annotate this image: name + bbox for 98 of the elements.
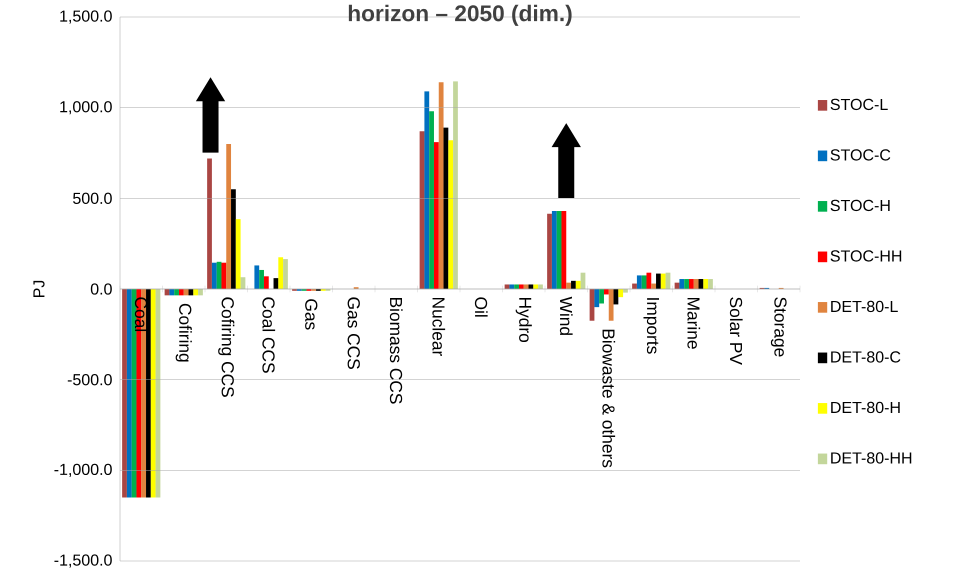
bar	[226, 144, 232, 289]
x-tick-label: Gas CCS	[348, 297, 360, 369]
bar	[642, 275, 646, 289]
bar	[688, 279, 694, 289]
x-tick-label: Marine	[687, 298, 700, 349]
bar	[212, 262, 217, 289]
bar	[150, 289, 156, 498]
bar	[703, 279, 708, 289]
bar	[207, 158, 212, 289]
legend-label: DET-80-HH	[831, 452, 912, 464]
bar	[438, 82, 444, 289]
bar	[599, 289, 604, 304]
bar	[656, 274, 661, 289]
x-tick-label: Biowaste & others	[602, 330, 616, 468]
x-tick-label: Wind	[560, 296, 573, 335]
bar	[514, 284, 519, 289]
bar	[259, 270, 264, 289]
bar	[528, 284, 534, 289]
x-tick-label: Gas	[305, 299, 318, 330]
y-tick-label: 1,000.0	[60, 101, 112, 114]
y-tick-label: -1,000.0	[54, 464, 112, 477]
bar	[694, 279, 699, 289]
x-tick-label: Hydro	[516, 298, 532, 342]
bar	[556, 211, 562, 289]
y-tick-label: -500.0	[68, 374, 112, 386]
bar	[283, 259, 288, 289]
bar	[632, 284, 637, 289]
bar	[614, 289, 618, 304]
bar	[518, 284, 524, 289]
x-tick-label: Oil	[474, 297, 488, 317]
y-tick-label: 500.0	[73, 192, 112, 204]
legend-label: STOC-HH	[830, 250, 902, 262]
bar	[504, 284, 510, 289]
bar	[666, 272, 670, 289]
bar	[580, 272, 586, 289]
bar	[278, 257, 284, 289]
bar	[264, 276, 269, 289]
bar	[429, 111, 434, 289]
x-tick-label: Imports	[643, 298, 660, 354]
x-tick-label: Cofiring CCS	[218, 297, 234, 397]
bar	[254, 265, 260, 289]
chart-title: horizon – 2050 (dim.)	[348, 4, 572, 26]
legend-label: STOC-C	[830, 149, 890, 161]
y-tick-label: 1,500.0	[60, 10, 112, 24]
bar	[424, 91, 430, 289]
bar	[547, 214, 552, 289]
legend-label: DET-80-H	[831, 402, 900, 414]
bar	[646, 272, 652, 289]
legend-label: STOC-L	[830, 98, 888, 110]
bar	[420, 131, 424, 289]
legend-label: DET-80-C	[831, 351, 900, 363]
bar	[126, 289, 132, 498]
legend-label: DET-80-L	[831, 300, 898, 312]
bar	[188, 289, 194, 296]
bar	[679, 279, 684, 289]
bar	[708, 279, 713, 289]
x-tick-label: Nuclear	[432, 298, 446, 356]
bar	[231, 189, 236, 289]
bar	[146, 289, 151, 498]
bar	[660, 274, 666, 289]
bar	[444, 128, 448, 289]
bar	[608, 289, 614, 321]
bar	[164, 289, 170, 296]
bar	[684, 279, 689, 289]
bar	[594, 289, 600, 308]
bar	[538, 284, 543, 289]
bar	[448, 140, 454, 289]
bar	[156, 289, 160, 498]
y-axis-title: PJ	[33, 280, 45, 298]
bar	[674, 282, 680, 289]
bar	[590, 289, 594, 321]
bar	[184, 289, 189, 296]
x-tick-label: Solar PV	[730, 297, 743, 365]
x-tick-label: Coal	[134, 297, 148, 332]
x-tick-label: Biomass CCS	[390, 298, 403, 404]
bar	[236, 219, 241, 289]
bar	[552, 211, 557, 289]
bar	[198, 289, 203, 296]
y-tick-label: -1,500.0	[54, 554, 112, 568]
bar	[604, 289, 609, 294]
bar	[221, 262, 226, 289]
bar	[571, 280, 576, 289]
x-tick-label: Coal CCS	[262, 297, 276, 373]
bar	[434, 142, 439, 289]
x-tick-label: Cofiring	[176, 304, 192, 362]
bar	[274, 278, 278, 289]
bar	[698, 279, 704, 289]
bar	[174, 289, 179, 296]
legend-label: STOC-H	[830, 200, 890, 212]
bar	[216, 262, 222, 289]
bar	[636, 275, 642, 289]
y-tick-label: 0.0	[90, 283, 112, 295]
bar	[132, 289, 136, 498]
bar	[240, 277, 246, 289]
x-tick-label: Storage	[770, 297, 787, 356]
bar	[561, 211, 566, 289]
bar	[453, 81, 458, 289]
bar	[122, 289, 127, 498]
